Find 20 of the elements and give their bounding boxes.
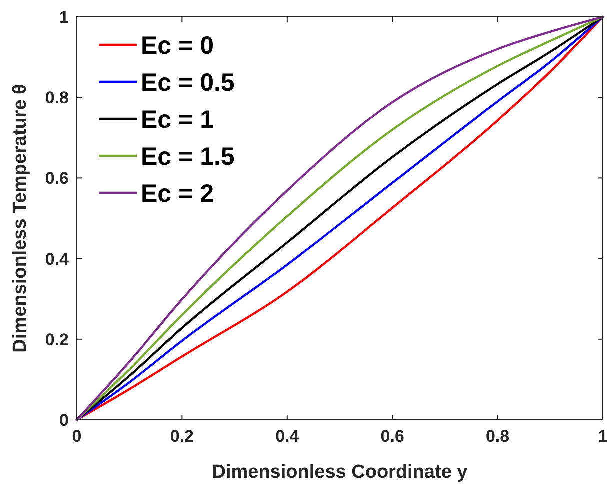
legend-label: Ec = 0.5 <box>141 69 235 97</box>
x-axis-title: Dimensionless Coordinate y <box>212 462 468 483</box>
legend-label: Ec = 1 <box>141 106 214 134</box>
x-tick-label: 1 <box>598 427 607 446</box>
x-tick-label: 0.4 <box>276 427 300 446</box>
y-tick-label: 0.6 <box>45 169 69 188</box>
x-tick-label: 0.6 <box>380 427 404 446</box>
y-axis-title: Dimensionless Temperature θ <box>10 84 31 353</box>
legend-label: Ec = 0 <box>141 32 214 60</box>
y-tick-label: 0.8 <box>45 88 69 108</box>
y-tick-label: 1 <box>60 8 69 27</box>
x-tick-label: 0 <box>72 427 82 446</box>
y-tick-label: 0.2 <box>45 330 69 350</box>
x-tick-label: 0.8 <box>486 427 510 446</box>
y-tick-label: 0 <box>60 411 69 430</box>
x-tick-label: 0.2 <box>170 427 194 446</box>
legend-label: Ec = 1.5 <box>141 143 235 171</box>
line-series <box>76 16 604 422</box>
legend-label: Ec = 2 <box>141 180 214 208</box>
y-tick-label: 0.4 <box>45 250 70 269</box>
